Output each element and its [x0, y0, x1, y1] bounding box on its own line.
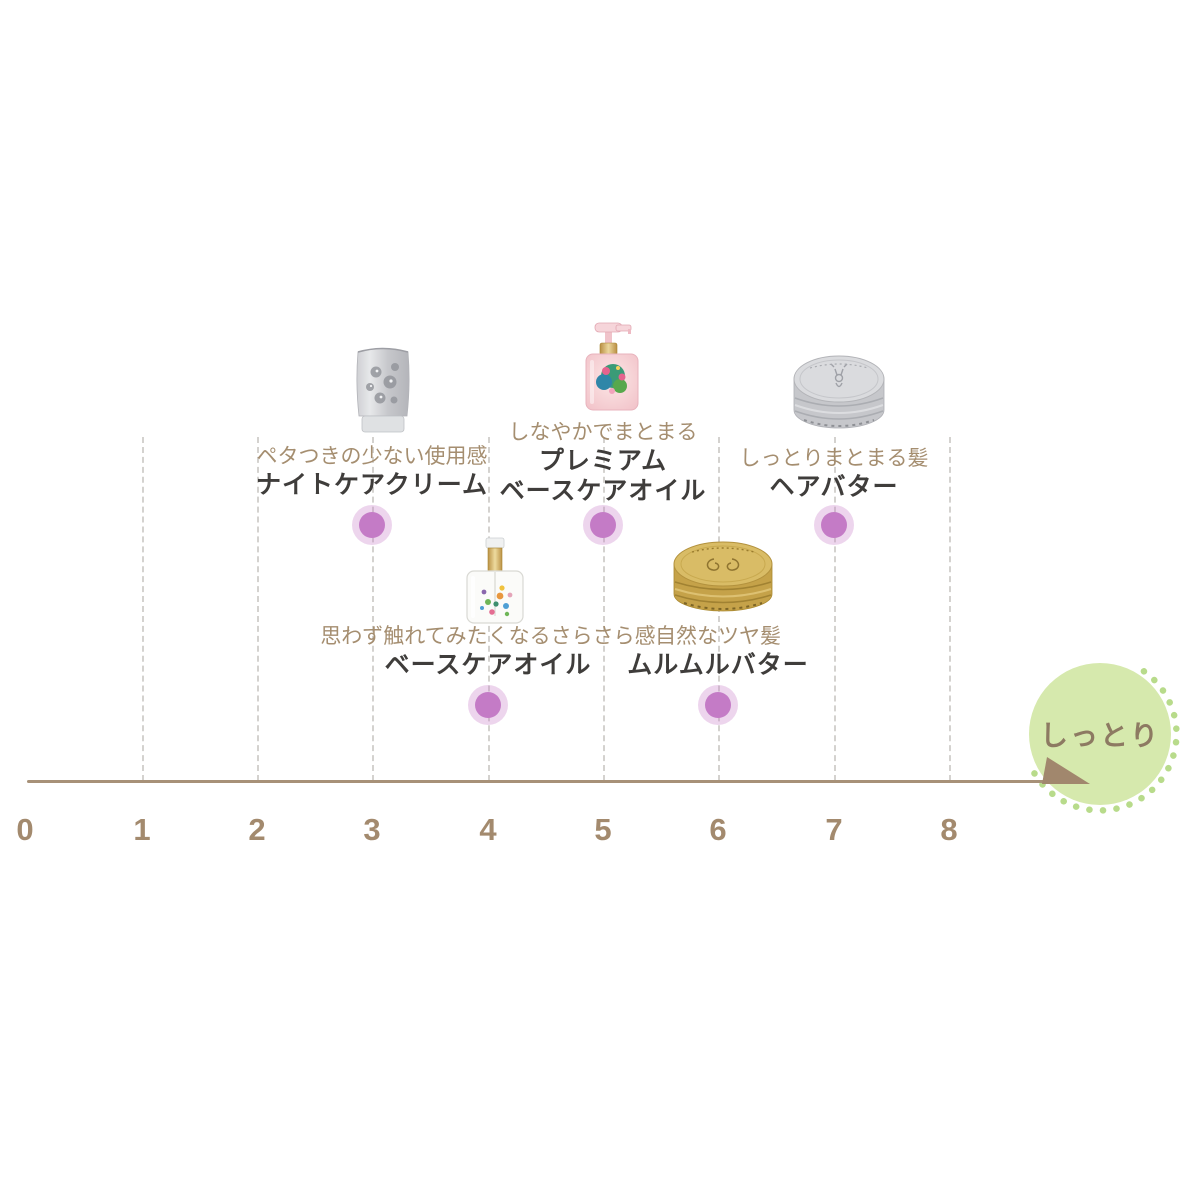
- product-image-premium-base-care-oil: [585, 322, 639, 411]
- axis-tick-label: 7: [825, 812, 843, 847]
- product-name-label: ムルムルバター: [627, 651, 809, 679]
- axis-tick-label: 6: [709, 812, 727, 847]
- moist-end-label: しっとり: [1039, 720, 1160, 751]
- axis-tick-label: 1: [133, 812, 151, 847]
- product-feature-label: しなやかでまとまる: [508, 421, 698, 444]
- product-label-base-care-oil: 思わず触れてみたくなるさらさら感 ベースケアオイル: [320, 624, 655, 679]
- product-name-label: ベースケアオイル: [499, 477, 707, 505]
- product-image-murumuru-butter: [673, 541, 773, 612]
- gridline: [834, 437, 836, 781]
- product-position-dot: [352, 505, 392, 545]
- product-feature-label: しっとりまとまる髪: [739, 447, 929, 470]
- product-name-label: ベースケアオイル: [384, 651, 592, 679]
- gridline: [949, 437, 951, 781]
- dotted-arc-decoration: [1030, 668, 1180, 814]
- product-feature-label: ペタつきの少ない使用感: [256, 445, 488, 468]
- product-image-hair-butter: [793, 355, 885, 429]
- gridline: [257, 437, 259, 781]
- product-position-dot: [468, 685, 508, 725]
- axis-tick-label: 3: [363, 812, 381, 847]
- product-position-dot: [583, 505, 623, 545]
- product-label-hair-butter: しっとりまとまる髪 ヘアバター: [740, 446, 929, 501]
- product-position-dot: [698, 685, 738, 725]
- axis-tick-label: 5: [594, 812, 612, 847]
- gridline: [142, 437, 144, 781]
- product-label-night-care-cream: ペタつきの少ない使用感 ナイトケアクリーム: [256, 444, 488, 499]
- product-label-premium-base-care-oil: しなやかでまとまる プレミアム ベースケアオイル: [500, 420, 707, 505]
- gridline: [603, 437, 605, 781]
- axis-tick-label: 8: [940, 812, 958, 847]
- axis-tick-label: 2: [248, 812, 266, 847]
- product-name-label: ナイトケアクリーム: [255, 471, 489, 499]
- axis-line: [27, 780, 1051, 783]
- gridline: [372, 437, 374, 781]
- product-image-night-care-cream: [356, 347, 410, 433]
- product-label-murumuru-butter: 自然なツヤ髪 ムルムルバター: [627, 624, 809, 679]
- product-name-label: プレミアム: [538, 447, 668, 475]
- product-feature-label: 自然なツヤ髪: [654, 625, 781, 648]
- product-image-base-care-oil: [466, 537, 524, 624]
- product-name-label: ヘアバター: [769, 473, 899, 501]
- axis-arrow-icon: [1042, 757, 1090, 784]
- axis-tick-label: 4: [479, 812, 497, 847]
- product-position-dot: [814, 505, 854, 545]
- axis-tick-label: 0: [16, 812, 34, 847]
- product-feature-label: 思わず触れてみたくなるさらさら感: [320, 625, 656, 648]
